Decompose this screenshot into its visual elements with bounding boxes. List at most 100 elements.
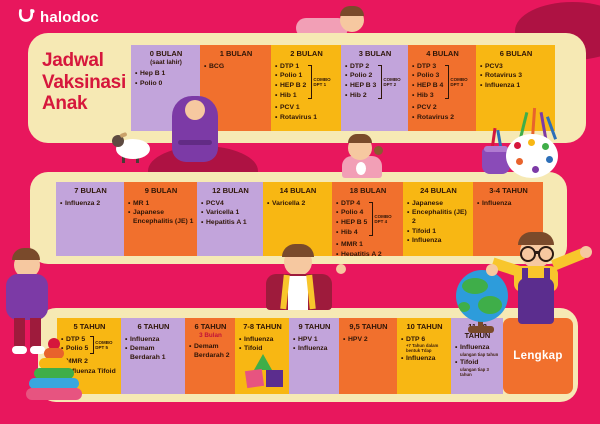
combo-items: • DTP 3 • Polio 3 • HEP B 4 • Hib 3	[412, 63, 443, 102]
vaccine-name: Japanese Encephalitis (JE) 1	[133, 209, 194, 225]
vaccine-item: • Influenza	[293, 345, 336, 354]
column-3-bulan: 3 BULAN • DTP 2 • Polio 2 • HEP B 3 • Hib 2 COMBO…	[341, 45, 408, 131]
bullet-glyph: •	[275, 104, 278, 112]
bullet-glyph: •	[455, 344, 458, 352]
vaccine-item: • Rotavirus 2	[412, 114, 473, 123]
brush-cup-illustration	[482, 127, 512, 176]
vaccine-item: • Hib 3	[412, 92, 443, 101]
vaccine-item: • HPV 1	[293, 336, 336, 345]
vaccine-name: DTP 3	[417, 62, 437, 70]
column-18-bulan: 18 BULAN • DTP 4 • Polio 4 • HEP B 5 • Hib 4 COMB…	[332, 182, 403, 256]
vaccine-item: • Varicella 2	[267, 200, 329, 209]
vaccine-name: Influenza	[406, 355, 436, 363]
bullet-glyph: •	[480, 72, 483, 80]
column-age-label: 9 TAHUN	[298, 322, 331, 331]
column-6-bulan: 6 BULAN • PCV3 • Rotavirus 3 • Influenza 1	[476, 45, 555, 131]
vaccine-item: • Japanese	[407, 200, 470, 209]
vaccine-item-text-wrap: Polio 0	[140, 80, 162, 89]
vaccine-name: Polio 4	[341, 209, 364, 217]
combo-bracket	[308, 65, 313, 99]
vaccine-item-text-wrap: HPV 2	[348, 336, 368, 345]
vaccine-name: HPV 2	[348, 335, 368, 343]
vaccine-note: +7 Tahun dalam bentuk Tdap	[406, 343, 439, 354]
vaccine-item-text-wrap: DTP 3	[417, 63, 436, 72]
vaccine-item: • Influenza 1	[480, 82, 552, 91]
vaccine-name: Rotavirus 1	[280, 114, 318, 122]
vaccine-item: • Encephalitis (JE) 2	[407, 209, 470, 226]
bullet-glyph: •	[275, 72, 278, 80]
vaccine-name: Hib 4	[341, 228, 358, 236]
vaccine-item: • Polio 3	[412, 72, 443, 81]
vaccine-item-text-wrap: Rotavirus 3	[485, 72, 522, 81]
combo-group: • DTP 3 • Polio 3 • HEP B 4 • Hib 3 COMBO DPT 3	[412, 63, 473, 102]
vaccine-list: • Varicella 2	[267, 200, 329, 209]
column-4-bulan: 4 BULAN • DTP 3 • Polio 3 • HEP B 4 • Hib 3 COMBO…	[408, 45, 476, 131]
bullet-glyph: •	[275, 62, 278, 70]
glasses-kid-illustration	[486, 232, 598, 334]
vaccine-item-text-wrap: Polio 2	[350, 72, 372, 81]
vaccine-item: • PCV4	[201, 200, 260, 209]
vaccine-list: • DTP 6 +7 Tahun dalam bentuk Tdap • Influen…	[401, 336, 448, 364]
bullet-glyph: •	[412, 91, 415, 99]
vaccine-item-text-wrap: Rotavirus 2	[417, 114, 454, 123]
vaccine-name: Hib 2	[350, 91, 367, 99]
column-age-label: 9,5 TAHUN	[349, 322, 388, 331]
vaccine-name: HEP B 2	[280, 82, 307, 89]
column-age-label: 9 BULAN	[144, 186, 178, 195]
vaccine-item-text-wrap: Hepatitis A 1	[206, 219, 247, 228]
vaccine-name: Polio 5	[66, 345, 89, 353]
vaccine-name: Tifoid 1	[412, 227, 437, 235]
bullet-glyph: •	[128, 199, 131, 207]
toy-blocks-illustration	[244, 354, 296, 398]
vaccine-item: • HEP B 5	[336, 219, 367, 228]
vaccine-note: ulangan tiap 3 tahun	[460, 366, 489, 377]
vaccine-item: • Varicella 1	[201, 209, 260, 218]
combo-label: COMBO DPT 4	[374, 213, 392, 224]
vaccine-list: • HPV 2	[343, 336, 394, 345]
bullet-glyph: •	[135, 79, 138, 87]
column-header: 6 BULAN	[480, 49, 552, 59]
bullet-glyph: •	[201, 219, 204, 226]
vaccine-item-text-wrap: Varicella 1	[206, 209, 239, 218]
column-6-tahun: 6 TAHUN 3 Bulan • Demam Berdarah 2	[185, 318, 235, 394]
vaccine-list: • Influenza • Tifoid	[239, 336, 286, 354]
combo-bracket	[369, 202, 374, 236]
bullet-glyph: •	[293, 335, 296, 343]
vaccine-item: • Influenza	[239, 336, 286, 345]
poster-title: Jadwal Vaksinasi Anak	[42, 50, 126, 115]
bullet-glyph: •	[412, 114, 415, 122]
bullet-glyph: •	[412, 62, 415, 70]
vaccine-item-text-wrap: DTP 1	[280, 63, 299, 72]
bullet-glyph: •	[201, 209, 204, 217]
vaccine-name: DTP 2	[350, 62, 370, 70]
combo-items: • DTP 4 • Polio 4 • HEP B 5 • Hib 4	[336, 200, 367, 239]
vaccine-item-text-wrap: Influenza 1	[485, 82, 520, 91]
vaccine-item-text-wrap: Encephalitis (JE) 2	[412, 209, 470, 226]
bullet-glyph: •	[189, 342, 192, 350]
vaccine-item: • HPV 2	[343, 336, 394, 345]
column-24-bulan: 24 BULAN • Japanese • Encephalitis (JE) 2 • Ti…	[403, 182, 473, 256]
column-header: 1 BULAN	[204, 49, 268, 59]
vaccine-item: • DTP 6 +7 Tahun dalam bentuk Tdap	[401, 336, 448, 355]
column-header: 7 BULAN	[60, 186, 121, 196]
column-header: 9 BULAN	[128, 186, 194, 196]
vaccine-item-text-wrap: Influenza	[130, 336, 159, 345]
vaccine-name: Rotavirus 2	[417, 114, 455, 122]
vaccine-item-text-wrap: Hep B 1	[140, 70, 165, 79]
sheep-illustration	[112, 131, 154, 167]
vaccine-list: • DTP 3 • Polio 3 • HEP B 4 • Hib 3 COMBO DPT 3 •…	[412, 63, 473, 123]
vaccine-name: Rotavirus 3	[485, 72, 523, 80]
vaccine-list: • Influenza ulangan tiap tahun • Tifoid ulang…	[455, 344, 500, 377]
vaccine-name: Hib 3	[417, 91, 434, 99]
vaccine-name: HPV 1	[298, 335, 318, 343]
combo-label: COMBO DPT 2	[383, 76, 401, 87]
column-age-label: 7 BULAN	[74, 186, 107, 195]
bullet-glyph: •	[345, 82, 348, 89]
vaccine-item-text-wrap: Influenza	[244, 336, 273, 345]
column-age-label: 12 BULAN	[212, 186, 249, 195]
vaccine-item: • Hepatitis A 2	[336, 251, 400, 256]
column-header: 5 TAHUN	[61, 322, 118, 332]
column-age-label: 3-4 TAHUN	[489, 186, 528, 195]
column-age-label: 5 TAHUN	[73, 322, 106, 331]
